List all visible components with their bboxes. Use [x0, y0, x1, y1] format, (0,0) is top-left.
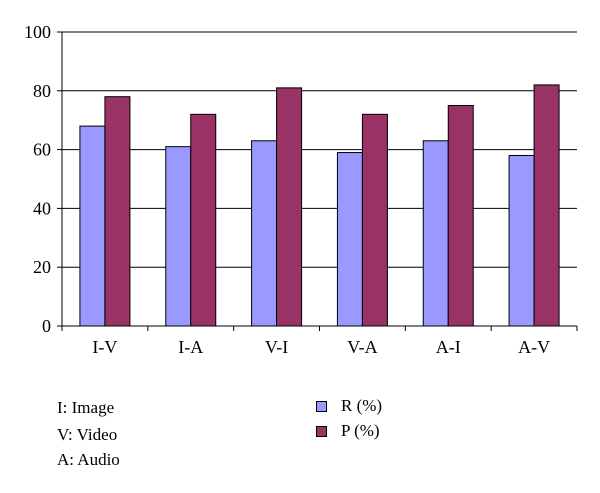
legend-label-r: R (%) — [341, 396, 383, 415]
y-tick-label-60: 60 — [33, 140, 51, 160]
bar-p-v-i — [276, 87, 303, 327]
note-image: I: Image — [57, 398, 115, 417]
note-audio: A: Audio — [57, 450, 120, 469]
x-tick-label-v-a: V-A — [347, 337, 377, 357]
legend-label-p: P (%) — [341, 421, 380, 440]
bars — [79, 84, 560, 327]
y-tick-label-0: 0 — [42, 316, 51, 336]
bar-p-i-a — [190, 113, 217, 327]
x-axis-ticks: I-V I-A V-I V-A A-I A-V — [61, 326, 578, 357]
legend-swatch-r — [316, 400, 327, 412]
legend-item-p: P (%) — [316, 421, 380, 441]
bar-r-i-v — [79, 125, 106, 327]
x-tick-label-v-i: V-I — [265, 337, 288, 357]
bar-r-i-a — [165, 146, 192, 327]
bar-r-a-i — [422, 140, 449, 327]
x-tick-label-i-a: I-A — [178, 337, 203, 357]
legend-item-r: R (%) — [316, 396, 382, 416]
bar-r-v-i — [251, 140, 278, 327]
y-tick-label-40: 40 — [33, 198, 51, 218]
bar-p-i-v — [104, 96, 131, 327]
legend-swatch-p — [316, 425, 327, 437]
y-tick-label-80: 80 — [33, 81, 51, 101]
y-tick-label-100: 100 — [24, 22, 51, 42]
x-tick-label-a-i: A-I — [436, 337, 461, 357]
note-video: V: Video — [57, 425, 118, 444]
bar-r-a-v — [508, 154, 535, 327]
x-tick-label-i-v: I-V — [92, 337, 117, 357]
bar-p-a-v — [533, 84, 560, 327]
bar-r-v-a — [336, 152, 363, 327]
gridlines — [62, 31, 577, 268]
y-tick-label-20: 20 — [33, 257, 51, 277]
axes — [61, 32, 577, 327]
bar-p-a-i — [447, 105, 474, 327]
x-tick-label-a-v: A-V — [518, 337, 550, 357]
y-axis-ticks: 0 20 40 60 80 100 — [24, 22, 62, 336]
bar-p-v-a — [361, 113, 388, 327]
